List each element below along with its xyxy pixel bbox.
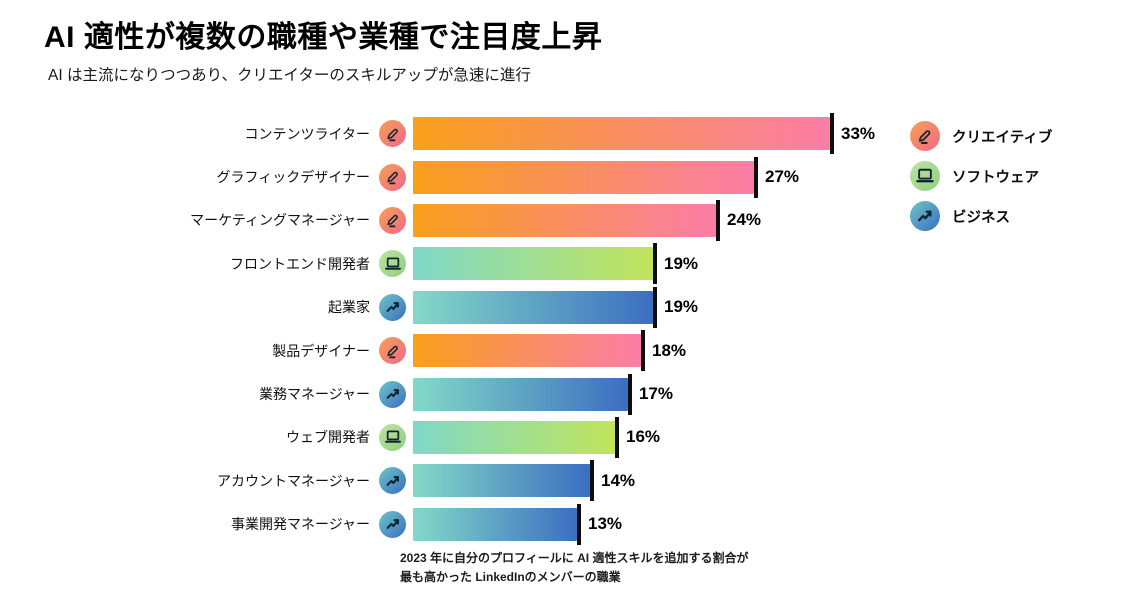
bar-zone: 16% [413, 416, 661, 458]
bar-zone: 19% [413, 286, 699, 328]
bar-zone: 33% [413, 113, 876, 155]
bar-end-tick [653, 286, 657, 328]
trend-up-icon [379, 293, 406, 321]
chart-row: 製品デザイナー 18% [0, 329, 1123, 372]
bar-end-tick [716, 199, 720, 241]
page-subtitle: AI は主流になりつつあり、クリエイターのスキルアップが急速に進行 [48, 67, 531, 84]
bar-category-label: グラフィックデザイナー [216, 169, 370, 186]
bar [413, 203, 716, 237]
bar [413, 247, 653, 281]
bar-zone: 19% [413, 243, 699, 285]
bar-end-tick [830, 113, 834, 155]
pencil-icon [910, 121, 940, 151]
bar-category-label: 起業家 [328, 299, 370, 316]
bar-value-label: 13% [588, 514, 623, 534]
bar [413, 507, 577, 541]
bar-value-label: 18% [652, 340, 687, 360]
bar [413, 290, 653, 324]
bar-value-label: 19% [664, 253, 699, 273]
bar-category-label: マーケティングマネージャー [190, 212, 370, 229]
bar-category-label: アカウントマネージャー [216, 472, 370, 489]
chart-legend: クリエイティブ ソフトウェア ビジネス [910, 116, 1052, 236]
bar-category-label: 業務マネージャー [258, 386, 370, 403]
bar-category-label: 製品デザイナー [272, 342, 370, 359]
pencil-icon [379, 120, 406, 148]
footnote-line2: 最も高かった LinkedInのメンバーの職業 [400, 570, 621, 585]
bar-end-tick [628, 373, 632, 415]
chart-row: 事業開発マネージャー 13% [0, 503, 1123, 546]
bar-end-tick [615, 416, 619, 458]
bar-end-tick [641, 330, 645, 372]
bar-end-tick [754, 156, 758, 198]
chart-header: AI 適性が複数の職種や業種で注目度上昇 AI は主流になりつつあり、クリエイタ… [44, 12, 602, 85]
pencil-icon [379, 163, 406, 191]
laptop-icon [910, 161, 940, 191]
chart-row: グラフィックデザイナー 27% [0, 155, 1123, 198]
legend-label: ビジネス [952, 209, 1010, 226]
bar [413, 334, 641, 368]
bar-category-label: 事業開発マネージャー [230, 516, 370, 533]
laptop-icon [379, 250, 406, 278]
bar-zone: 24% [413, 199, 762, 241]
source-footnote: 2023 年に自分のプロフィールに AI 適性スキルを追加する割合が 最も高かっ… [400, 549, 748, 587]
bar-zone: 27% [413, 156, 800, 198]
bar-category-label: コンテンツライター [244, 125, 370, 142]
bar [413, 160, 754, 194]
legend-item-software: ソフトウェア [910, 156, 1052, 196]
legend-item-creative: クリエイティブ [910, 116, 1052, 156]
bar-zone: 13% [413, 503, 623, 545]
bar-zone: 18% [413, 330, 687, 372]
bar-end-tick [590, 460, 594, 502]
bar-value-label: 19% [664, 297, 699, 317]
chart-row: 起業家 19% [0, 286, 1123, 329]
bar-end-tick [577, 503, 581, 545]
trend-up-icon [379, 380, 406, 408]
bar-zone: 14% [413, 460, 636, 502]
chart-row: アカウントマネージャー 14% [0, 459, 1123, 502]
trend-up-icon [379, 467, 406, 495]
chart-row: コンテンツライター 33% [0, 112, 1123, 155]
chart-row: フロントエンド開発者 19% [0, 242, 1123, 285]
legend-label: クリエイティブ [952, 129, 1053, 146]
bar [413, 464, 590, 498]
bar-value-label: 14% [601, 470, 636, 490]
footnote-line1: 2023 年に自分のプロフィールに AI 適性スキルを追加する割合が [400, 551, 749, 565]
chart-row: ウェブ開発者 16% [0, 416, 1123, 459]
laptop-icon [379, 423, 406, 451]
bar-value-label: 33% [841, 123, 876, 143]
bar [413, 117, 830, 151]
legend-label: ソフトウェア [952, 169, 1039, 186]
bar-chart: コンテンツライター 33% グラフィックデザイナー 27% マーケティングマネージャー 2… [0, 112, 1123, 546]
bar-value-label: 27% [765, 167, 800, 187]
bar-category-label: ウェブ開発者 [286, 429, 370, 446]
pencil-icon [379, 206, 406, 234]
page-title: AI 適性が複数の職種や業種で注目度上昇 [44, 21, 603, 54]
pencil-icon [379, 337, 406, 365]
trend-up-icon [910, 201, 940, 231]
bar-value-label: 17% [639, 384, 674, 404]
bar [413, 377, 628, 411]
bar-end-tick [653, 243, 657, 285]
trend-up-icon [379, 510, 406, 538]
chart-row: マーケティングマネージャー 24% [0, 199, 1123, 242]
bar-category-label: フロントエンド開発者 [230, 255, 370, 272]
bar-value-label: 16% [626, 427, 661, 447]
bar [413, 420, 615, 454]
bar-value-label: 24% [727, 210, 762, 230]
bar-zone: 17% [413, 373, 674, 415]
chart-row: 業務マネージャー 17% [0, 372, 1123, 415]
legend-item-business: ビジネス [910, 196, 1052, 236]
